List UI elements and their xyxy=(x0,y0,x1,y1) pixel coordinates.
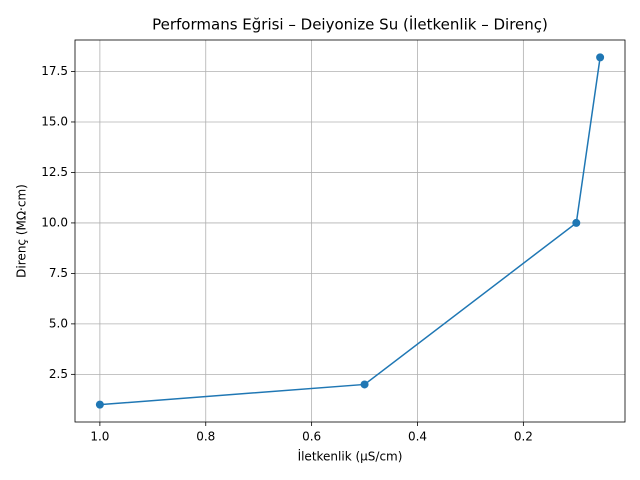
y-tick-label: 2.5 xyxy=(49,367,68,381)
plot-frame xyxy=(74,39,626,423)
x-tick-label: 0.4 xyxy=(408,430,427,444)
y-tick-label: 7.5 xyxy=(49,266,68,280)
y-tick-label: 10.0 xyxy=(41,215,68,229)
x-axis-label: İletkenlik (µS/cm) xyxy=(298,449,403,464)
data-point xyxy=(360,380,369,389)
data-point xyxy=(572,218,581,227)
series-line xyxy=(99,57,601,406)
x-tick-label: 0.8 xyxy=(196,430,215,444)
y-axis-label: Direnç (MΩ·cm) xyxy=(15,184,29,278)
y-tick-label: 17.5 xyxy=(41,64,68,78)
x-tick-label: 0.2 xyxy=(514,430,533,444)
data-point xyxy=(596,53,605,62)
x-tick-label: 0.6 xyxy=(302,430,321,444)
chart-title: Performans Eğrisi – Deiyonize Su (İletke… xyxy=(152,15,548,34)
y-tick-label: 15.0 xyxy=(41,114,68,128)
y-tick-label: 5.0 xyxy=(49,316,68,330)
x-tick-label: 1.0 xyxy=(90,430,109,444)
data-point xyxy=(95,400,104,409)
y-tick-label: 12.5 xyxy=(41,165,68,179)
